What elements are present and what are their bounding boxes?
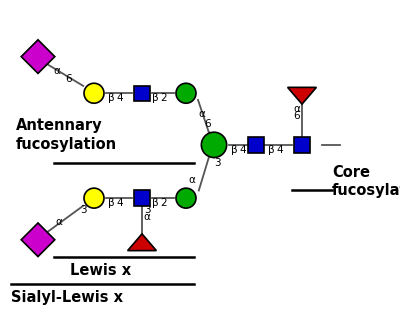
Text: Sialyl-Lewis x: Sialyl-Lewis x	[11, 289, 123, 305]
Text: Antennary
fucosylation: Antennary fucosylation	[16, 118, 117, 152]
Text: α: α	[293, 104, 300, 114]
Bar	[248, 137, 264, 153]
Text: α: α	[188, 175, 196, 185]
Text: β: β	[231, 145, 238, 155]
Text: 4: 4	[117, 198, 123, 208]
Text: β: β	[108, 198, 114, 208]
Text: β: β	[152, 198, 158, 208]
Polygon shape	[288, 87, 316, 104]
Ellipse shape	[84, 188, 104, 208]
Text: β: β	[268, 145, 274, 155]
Ellipse shape	[176, 83, 196, 103]
Text: 3: 3	[214, 158, 220, 168]
Text: α: α	[198, 109, 205, 119]
Text: 6: 6	[294, 111, 300, 121]
Text: β: β	[152, 93, 158, 103]
Bar	[294, 137, 310, 153]
Text: 3: 3	[80, 205, 86, 215]
Text: 2: 2	[161, 93, 167, 103]
Text: β: β	[108, 93, 114, 103]
Polygon shape	[21, 40, 55, 73]
Text: α: α	[54, 66, 61, 76]
Bar	[134, 190, 150, 206]
Ellipse shape	[84, 83, 104, 103]
Text: 3: 3	[144, 205, 150, 215]
Text: 4: 4	[117, 93, 123, 103]
Ellipse shape	[201, 132, 227, 158]
Bar	[134, 86, 150, 101]
Text: Lewis x: Lewis x	[70, 263, 131, 278]
Text: α: α	[56, 217, 63, 227]
Text: 6: 6	[204, 119, 210, 129]
Polygon shape	[128, 234, 156, 251]
Text: 6: 6	[66, 74, 72, 84]
Text: 2: 2	[161, 198, 167, 208]
Text: 4: 4	[276, 145, 283, 155]
Text: α: α	[144, 212, 151, 222]
Text: Core
fucosylation: Core fucosylation	[332, 165, 400, 198]
Text: 4: 4	[240, 145, 246, 155]
Polygon shape	[21, 223, 55, 256]
Ellipse shape	[176, 188, 196, 208]
